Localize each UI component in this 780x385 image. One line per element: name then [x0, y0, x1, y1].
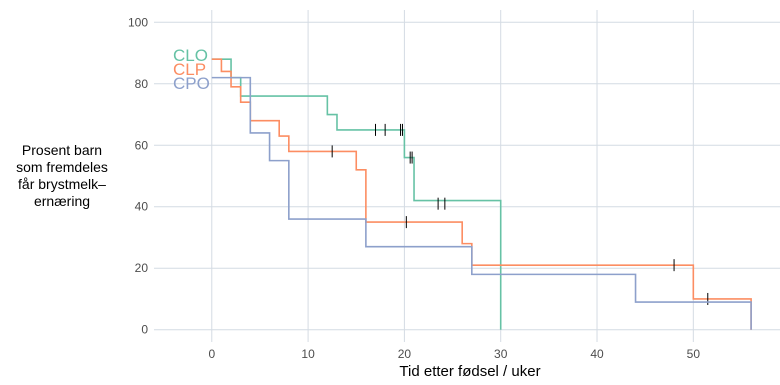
series-line-clp: [211, 58, 752, 330]
y-tick-label: 100: [128, 15, 148, 29]
legend-label-clo: CLO: [173, 46, 208, 65]
x-tick-label: 30: [494, 347, 508, 361]
y-axis-title-line-3: får brystmelk–: [18, 176, 106, 192]
grid: [154, 10, 780, 342]
series-line-clo: [211, 58, 502, 330]
x-tick-label: 20: [398, 347, 412, 361]
y-axis-title: Prosent barn som fremdeles får brystmelk…: [16, 142, 108, 209]
series-layer: [211, 58, 752, 330]
series-clo: [211, 58, 502, 330]
series-clp: [211, 58, 752, 330]
x-tick-label: 40: [590, 347, 604, 361]
y-tick-label: 40: [135, 200, 149, 214]
x-axis-title: Tid etter fødsel / uker: [399, 363, 540, 380]
y-axis-title-line-4: ernæring: [34, 193, 90, 209]
x-tick-label: 0: [208, 347, 215, 361]
legend-label-clp: CLP: [173, 60, 206, 79]
series-line-cpo: [211, 76, 752, 330]
tick-labels: 0 10 20 30 40 50 0 20 40 60 80 100: [128, 15, 700, 361]
y-tick-label: 0: [141, 323, 148, 337]
y-tick-label: 60: [135, 138, 149, 152]
series-cpo: [211, 76, 752, 330]
legend-label-cpo: CPO: [173, 74, 210, 93]
x-tick-label: 50: [687, 347, 701, 361]
x-tick-label: 10: [301, 347, 315, 361]
y-axis-title-line-2: som fremdeles: [16, 159, 108, 175]
y-axis-title-line-1: Prosent barn: [22, 142, 102, 158]
legend: CLO CLP CPO: [173, 46, 210, 93]
y-tick-label: 80: [135, 77, 149, 91]
y-tick-label: 20: [135, 261, 149, 275]
